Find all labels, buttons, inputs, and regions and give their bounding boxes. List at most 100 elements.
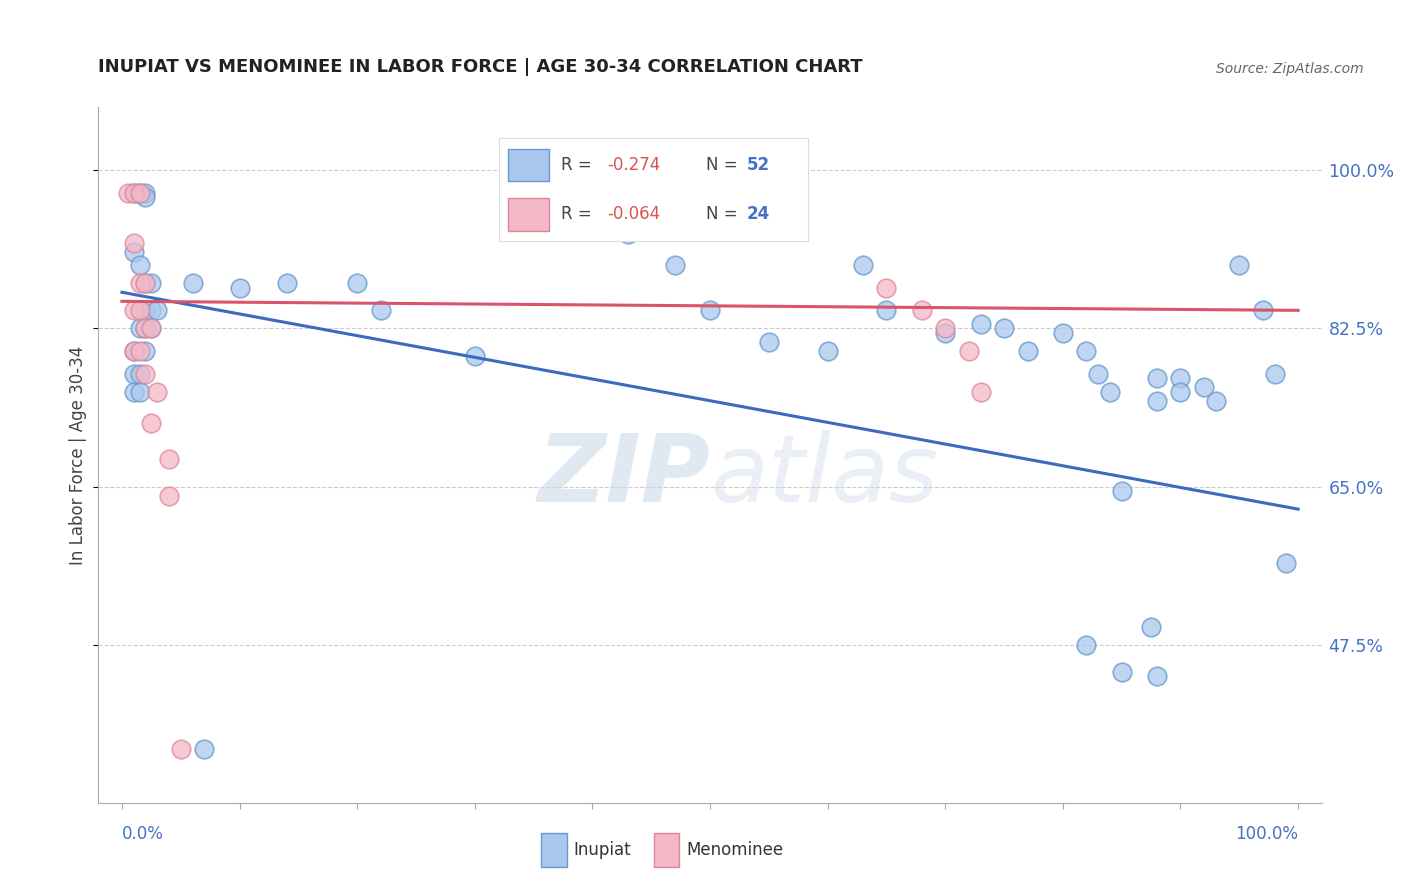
Point: [817, 344, 839, 359]
Text: Source: ZipAtlas.com: Source: ZipAtlas.com: [1216, 62, 1364, 76]
Point: [134, 303, 156, 318]
Point: [934, 321, 956, 335]
Point: [1227, 258, 1250, 272]
Point: [1098, 384, 1121, 399]
Point: [1264, 367, 1286, 381]
Point: [1017, 344, 1039, 359]
Point: [1111, 484, 1133, 499]
Point: [128, 384, 150, 399]
Point: [969, 384, 991, 399]
Text: 52: 52: [747, 156, 769, 174]
Point: [346, 277, 368, 291]
Point: [852, 258, 875, 272]
Point: [122, 384, 145, 399]
Point: [193, 741, 215, 756]
Point: [699, 303, 721, 318]
Point: [1170, 384, 1192, 399]
Point: [464, 349, 486, 363]
Point: [141, 303, 163, 318]
Text: ZIP: ZIP: [537, 430, 710, 522]
Text: 0.0%: 0.0%: [122, 825, 165, 844]
Point: [1140, 619, 1163, 633]
Point: [134, 321, 156, 335]
Point: [664, 258, 686, 272]
Point: [128, 258, 150, 272]
Point: [1146, 669, 1168, 683]
Point: [181, 277, 204, 291]
Point: [157, 452, 180, 467]
Text: INUPIAT VS MENOMINEE IN LABOR FORCE | AGE 30-34 CORRELATION CHART: INUPIAT VS MENOMINEE IN LABOR FORCE | AG…: [98, 58, 863, 76]
Point: [122, 186, 145, 200]
Point: [228, 281, 250, 295]
Point: [134, 277, 156, 291]
Point: [134, 344, 156, 359]
Text: -0.064: -0.064: [607, 205, 661, 223]
Point: [370, 303, 392, 318]
Text: R =: R =: [561, 205, 592, 223]
Point: [1205, 393, 1227, 408]
Point: [128, 321, 150, 335]
Text: atlas: atlas: [710, 430, 938, 521]
Point: [1146, 393, 1168, 408]
Point: [276, 277, 298, 291]
Point: [875, 281, 897, 295]
Text: N =: N =: [706, 205, 738, 223]
Point: [993, 321, 1015, 335]
Y-axis label: In Labor Force | Age 30-34: In Labor Force | Age 30-34: [69, 345, 87, 565]
Point: [1111, 665, 1133, 679]
Text: 100.0%: 100.0%: [1234, 825, 1298, 844]
Point: [128, 277, 150, 291]
Point: [122, 186, 145, 200]
Point: [128, 303, 150, 318]
Point: [134, 190, 156, 204]
Point: [141, 277, 163, 291]
Point: [1170, 371, 1192, 385]
Point: [146, 384, 169, 399]
Point: [134, 186, 156, 200]
Point: [969, 317, 991, 331]
Text: N =: N =: [706, 156, 738, 174]
Bar: [509, 198, 548, 230]
Point: [122, 344, 145, 359]
Point: [170, 741, 193, 756]
Point: [122, 303, 145, 318]
Point: [134, 367, 156, 381]
Text: Menominee: Menominee: [686, 841, 783, 859]
Point: [117, 186, 139, 200]
Text: -0.274: -0.274: [607, 156, 661, 174]
Point: [758, 334, 780, 349]
Point: [1087, 367, 1109, 381]
Point: [141, 321, 163, 335]
Point: [122, 235, 145, 250]
Point: [875, 303, 897, 318]
Point: [128, 186, 150, 200]
Point: [128, 344, 150, 359]
Point: [1275, 557, 1298, 571]
Point: [128, 186, 150, 200]
Point: [122, 367, 145, 381]
Point: [934, 326, 956, 340]
Point: [134, 277, 156, 291]
Point: [122, 244, 145, 259]
Text: R =: R =: [561, 156, 592, 174]
Point: [1052, 326, 1074, 340]
Point: [122, 344, 145, 359]
Point: [128, 367, 150, 381]
Point: [134, 321, 156, 335]
Point: [1251, 303, 1274, 318]
Point: [141, 417, 163, 431]
Text: 24: 24: [747, 205, 770, 223]
Point: [1192, 380, 1215, 394]
Text: Inupiat: Inupiat: [574, 841, 631, 859]
Point: [157, 489, 180, 503]
Point: [1076, 344, 1098, 359]
Bar: [509, 149, 548, 181]
Point: [1146, 371, 1168, 385]
Point: [146, 303, 169, 318]
Point: [1076, 638, 1098, 652]
Point: [911, 303, 934, 318]
Point: [616, 227, 638, 241]
Point: [957, 344, 980, 359]
Point: [141, 321, 163, 335]
Point: [734, 168, 756, 182]
